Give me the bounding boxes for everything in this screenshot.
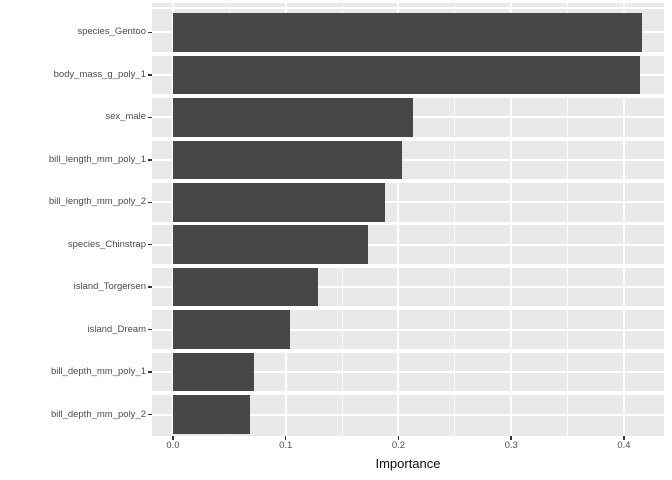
y-tick-mark — [148, 286, 152, 288]
x-tick-mark — [172, 436, 174, 440]
gridline-major-x — [622, 3, 625, 436]
y-axis-label: body_mass_g_poly_1 — [53, 68, 146, 80]
x-tick-label: 0.1 — [279, 440, 293, 451]
row-separator — [152, 94, 664, 99]
gridline-major-y — [152, 371, 664, 374]
gridline-major-y — [152, 413, 664, 416]
y-tick-mark — [148, 31, 152, 34]
x-tick-label: 0.2 — [391, 440, 406, 451]
bar — [172, 352, 255, 392]
bar — [172, 140, 402, 180]
gridline-major-y — [152, 286, 664, 289]
x-tick-mark — [397, 436, 400, 440]
y-axis-label: island_Torgersen — [73, 281, 146, 293]
row-separator — [152, 6, 664, 10]
bar — [172, 395, 250, 434]
y-axis-label: bill_depth_mm_poly_2 — [50, 408, 146, 420]
row-separator — [152, 136, 664, 141]
bar — [172, 267, 319, 307]
y-tick-mark — [148, 328, 152, 331]
x-tick-mark — [510, 436, 512, 440]
gridline-major-y — [152, 158, 664, 161]
gridline-major-y — [152, 243, 664, 246]
bar — [172, 183, 385, 222]
bar — [172, 310, 291, 349]
y-axis-label: sex_male — [105, 111, 146, 123]
row-separator — [152, 51, 664, 56]
gridline-major-y — [152, 201, 664, 204]
gridline-major-y — [152, 328, 664, 331]
y-axis-label: species_Chinstrap — [67, 238, 146, 250]
x-axis-title: Importance — [375, 456, 441, 471]
y-tick-mark — [148, 371, 152, 373]
row-separator — [152, 263, 664, 268]
y-axis-label: bill_length_mm_poly_1 — [48, 153, 146, 165]
row-separator — [152, 306, 664, 311]
x-tick-mark — [284, 436, 287, 440]
y-axis-label: bill_length_mm_poly_2 — [48, 196, 146, 208]
y-tick-mark — [148, 74, 152, 76]
gridline-major-x — [397, 3, 400, 436]
bar — [172, 98, 414, 137]
y-tick-mark — [148, 159, 152, 161]
row-separator — [152, 221, 664, 226]
row-separator — [152, 179, 664, 183]
y-tick-mark — [148, 243, 152, 246]
row-separator — [152, 391, 664, 396]
y-axis-label: island_Dream — [87, 323, 146, 335]
bar — [172, 13, 642, 52]
plot-panel — [152, 3, 664, 436]
x-tick-label: 0.3 — [504, 440, 518, 451]
x-tick-label: 0.0 — [166, 440, 180, 451]
gridline-major-x — [510, 3, 513, 436]
x-tick-label: 0.4 — [617, 440, 631, 451]
row-separator — [152, 348, 664, 353]
bar — [172, 55, 640, 95]
x-tick-mark — [623, 436, 625, 440]
y-tick-mark — [148, 116, 152, 119]
y-tick-mark — [148, 201, 152, 203]
gridline-minor-x — [567, 3, 569, 436]
bar — [172, 225, 369, 264]
y-axis-label: bill_depth_mm_poly_1 — [50, 366, 146, 378]
y-tick-mark — [148, 413, 152, 416]
gridline-minor-x — [454, 3, 456, 436]
y-axis-label: species_Gentoo — [77, 26, 146, 38]
